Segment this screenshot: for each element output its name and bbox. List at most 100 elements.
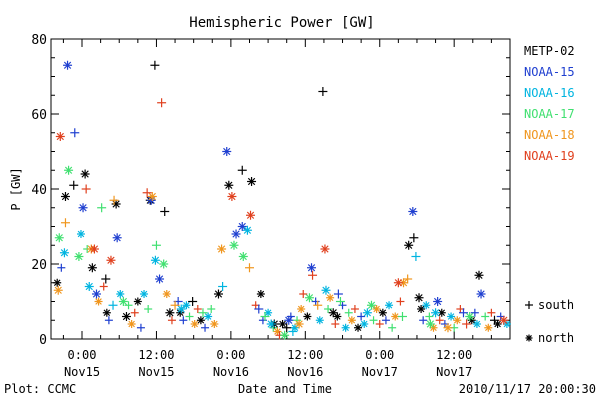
data-point-south xyxy=(198,308,208,318)
star-stroke xyxy=(433,297,442,306)
x-tick-label-date: Nov16 xyxy=(213,365,249,379)
data-point-north xyxy=(328,308,338,318)
star-stroke xyxy=(148,192,156,201)
data-point-minor xyxy=(472,320,481,328)
star-stroke xyxy=(447,313,455,320)
data-point-north xyxy=(89,244,99,254)
data-point-north xyxy=(321,285,331,295)
star-stroke xyxy=(257,290,265,298)
data-point-north xyxy=(63,60,73,70)
legend-entry-noaa-19: NOAA-19 xyxy=(524,149,575,163)
star-stroke xyxy=(103,309,111,317)
star-stroke xyxy=(264,309,272,317)
star-stroke xyxy=(176,309,184,317)
star-stroke xyxy=(409,207,417,216)
star-stroke xyxy=(246,211,255,219)
symbol-key-plus-icon xyxy=(525,301,533,309)
star-stroke xyxy=(494,320,501,328)
star-stroke xyxy=(484,324,492,332)
star-stroke xyxy=(55,234,63,242)
data-point-minor xyxy=(185,312,194,321)
data-point-north xyxy=(280,330,290,340)
y-axis-label: P [GW] xyxy=(9,167,23,210)
star-stroke xyxy=(363,309,372,317)
star-stroke xyxy=(119,297,128,306)
data-point-minor xyxy=(136,323,145,332)
data-point-south xyxy=(160,207,170,216)
star-stroke xyxy=(322,286,330,294)
data-point-minor xyxy=(190,320,199,328)
star-stroke xyxy=(232,230,240,238)
axis-ticks: 0 20 40 60 80 0:00 Nov15 12:00 Nov15 0:00 Nov16 12:… xyxy=(31,33,510,379)
data-point-minor xyxy=(487,308,496,317)
data-point-south xyxy=(188,297,198,306)
symbol-key-label: south xyxy=(538,298,574,312)
star-stroke xyxy=(477,290,485,298)
star-stroke xyxy=(63,61,72,69)
star-stroke xyxy=(430,324,437,332)
data-point-minor xyxy=(419,316,428,325)
legend-entry-noaa-17: NOAA-17 xyxy=(524,107,575,121)
data-point-north xyxy=(294,319,304,329)
star-stroke xyxy=(475,271,483,279)
x-tick-label-time: 12:00 xyxy=(436,348,472,362)
star-stroke xyxy=(348,316,356,324)
data-point-south xyxy=(458,308,468,318)
data-point-south xyxy=(108,300,118,310)
star-stroke xyxy=(334,313,341,320)
star-stroke xyxy=(183,301,190,309)
data-points xyxy=(53,60,511,340)
star-stroke xyxy=(297,305,305,313)
series-noaa-15 xyxy=(63,60,486,325)
star-stroke xyxy=(379,309,387,317)
star-stroke xyxy=(217,245,226,253)
star-stroke xyxy=(444,324,452,332)
star-stroke xyxy=(155,275,164,283)
data-point-north xyxy=(176,304,186,314)
data-point-north xyxy=(433,297,443,306)
data-point-north xyxy=(217,244,227,254)
star-stroke xyxy=(191,320,199,328)
data-point-south xyxy=(150,60,160,70)
data-point-minor xyxy=(354,323,363,332)
data-point-minor xyxy=(422,301,431,310)
star-stroke xyxy=(280,331,289,339)
data-point-north xyxy=(404,240,414,250)
data-point-north xyxy=(155,274,165,284)
data-point-minor xyxy=(369,316,378,325)
y-tick-label: 80 xyxy=(31,33,47,48)
star-stroke xyxy=(77,230,85,238)
data-point-minor xyxy=(297,305,306,313)
star-stroke xyxy=(329,309,337,317)
data-point-north xyxy=(165,308,175,318)
data-point-minor xyxy=(256,290,265,298)
data-point-north xyxy=(238,252,248,261)
data-point-north xyxy=(246,210,256,220)
star-stroke xyxy=(75,252,83,261)
series-noaa-19 xyxy=(55,98,509,329)
data-point-south xyxy=(411,252,421,261)
star-stroke xyxy=(239,252,247,261)
star-stroke xyxy=(238,222,246,231)
legend-entry-noaa-15: NOAA-15 xyxy=(524,65,575,79)
star-stroke xyxy=(223,147,231,156)
star-stroke xyxy=(204,313,212,320)
data-point-minor xyxy=(391,312,400,321)
star-stroke xyxy=(422,301,430,309)
data-point-north xyxy=(284,315,294,325)
star-stroke xyxy=(468,316,476,324)
data-point-minor xyxy=(127,320,136,328)
star-stroke xyxy=(417,305,425,313)
star-stroke xyxy=(438,309,446,317)
data-point-south xyxy=(244,263,254,273)
data-point-south xyxy=(409,233,419,243)
star-stroke xyxy=(526,335,532,341)
x-tick-label-date: Nov17 xyxy=(362,365,398,379)
star-stroke xyxy=(225,181,233,189)
star-stroke xyxy=(503,320,511,328)
data-point-minor xyxy=(385,301,394,310)
star-stroke xyxy=(354,324,362,332)
data-point-north xyxy=(366,300,376,310)
data-point-minor xyxy=(162,290,171,298)
x-tick-label-time: 0:00 xyxy=(68,348,97,362)
